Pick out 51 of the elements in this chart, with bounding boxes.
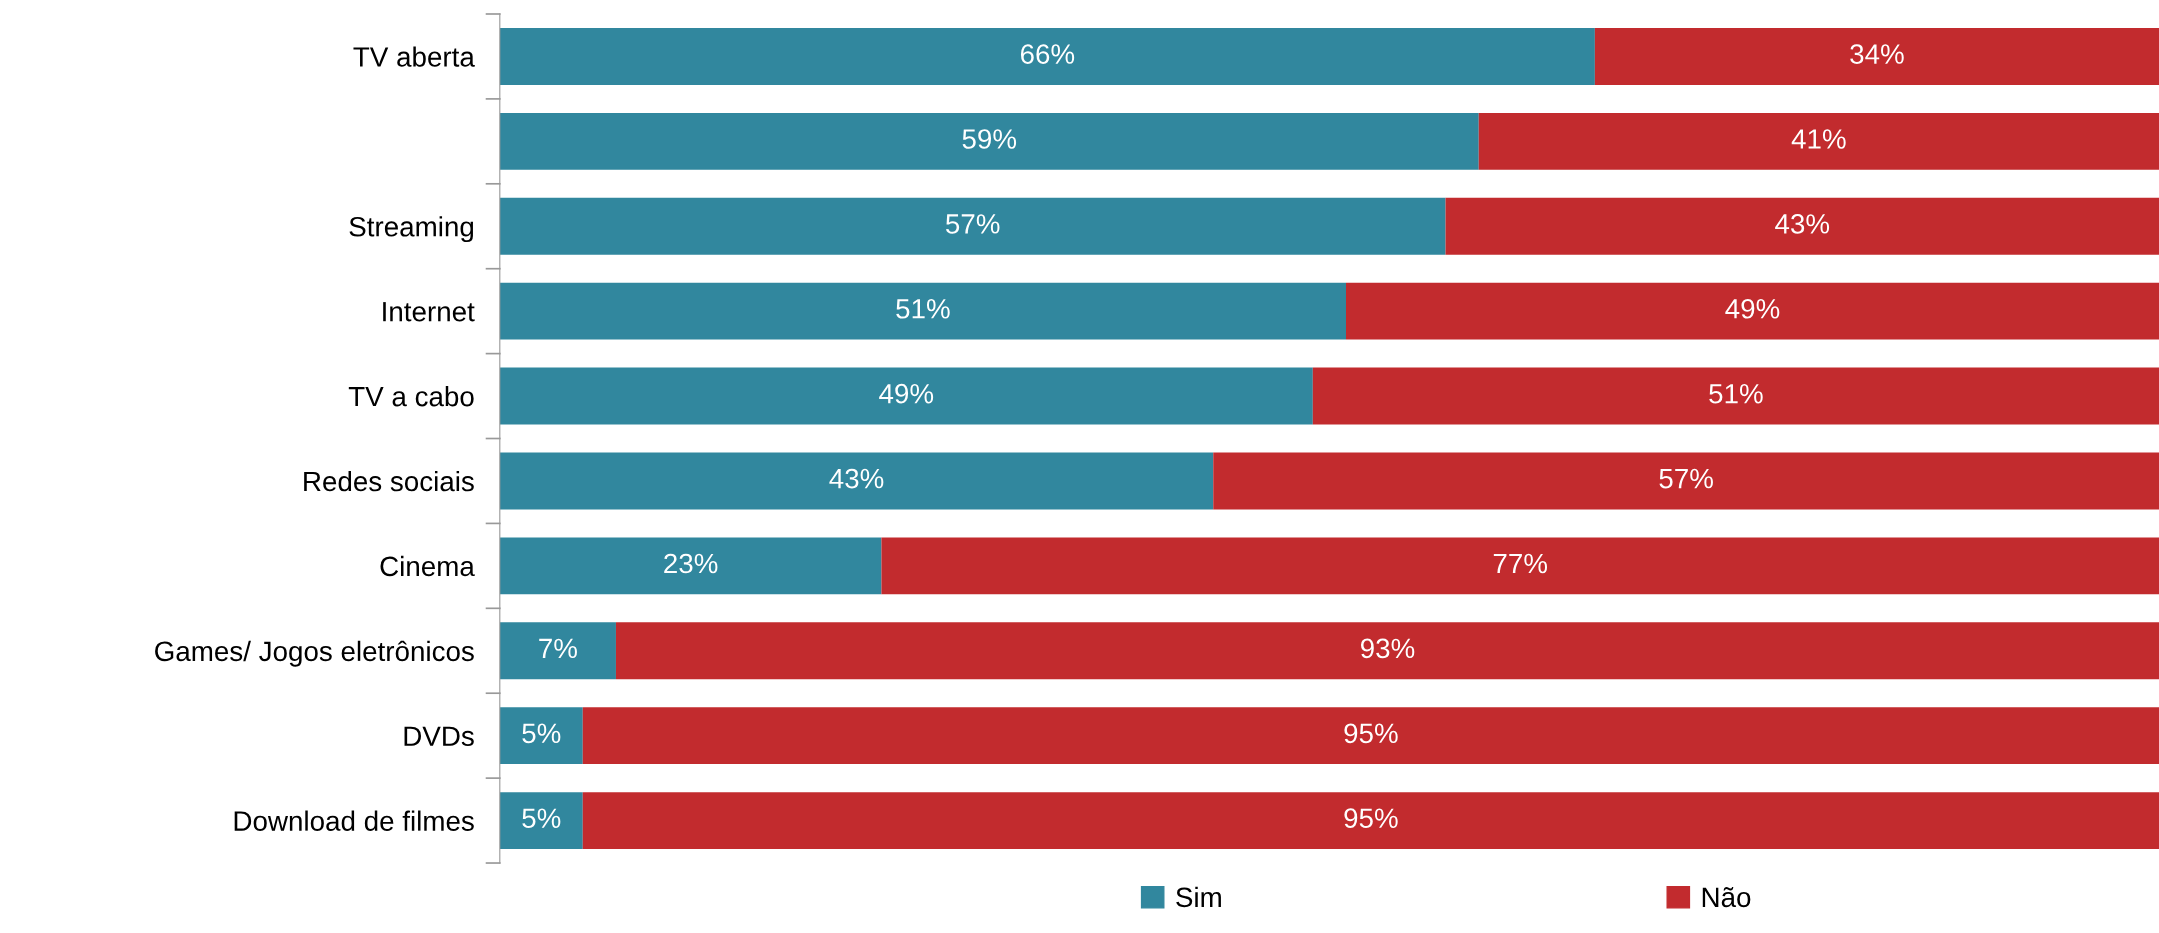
bar xyxy=(499,622,616,680)
data-label: 51% xyxy=(1709,383,1763,404)
data-label: 7% xyxy=(539,638,577,659)
y-tick-label: TV aberta xyxy=(353,46,475,67)
y-tick-label: Cinema xyxy=(380,555,475,577)
data-label: 43% xyxy=(829,468,884,489)
bar xyxy=(582,792,2159,850)
bar xyxy=(1594,28,2159,85)
data-label: 49% xyxy=(879,383,934,404)
bar xyxy=(1312,367,2159,425)
data-label: 66% xyxy=(1020,44,1075,64)
data-label: 93% xyxy=(1360,638,1415,659)
bar xyxy=(499,452,1214,510)
data-label: 23% xyxy=(664,553,718,574)
data-label: 57% xyxy=(1659,468,1713,489)
data-label: 95% xyxy=(1344,808,1398,829)
bar xyxy=(1478,112,2159,170)
y-tick-label: Redes sociais xyxy=(304,470,474,492)
bar xyxy=(499,282,1346,340)
data-label: 95% xyxy=(1344,723,1398,744)
bar xyxy=(1445,197,2159,255)
bar xyxy=(1213,452,2159,510)
y-tick-label: Streaming xyxy=(349,216,474,243)
data-label: 51% xyxy=(896,299,950,319)
data-label: 5% xyxy=(522,723,561,744)
y-tick-label: Games/ Jogos eletrônicos xyxy=(155,640,474,667)
bar xyxy=(615,622,2159,680)
data-label: 49% xyxy=(1725,298,1780,319)
bar xyxy=(499,112,1479,170)
bar xyxy=(582,707,2159,765)
legend-label: Não xyxy=(1702,886,1751,908)
data-label: 34% xyxy=(1850,44,1904,64)
legend-label: Sim xyxy=(1176,886,1221,908)
bar xyxy=(881,537,2159,595)
bar xyxy=(499,197,1446,255)
bar xyxy=(499,537,882,595)
data-label: 59% xyxy=(962,129,1017,149)
data-label: 5% xyxy=(522,808,561,829)
y-tick-label: TV a cabo xyxy=(348,385,474,407)
bar xyxy=(1346,282,2159,340)
y-tick-label: Internet xyxy=(383,302,475,322)
bar xyxy=(499,792,583,850)
data-label: 77% xyxy=(1493,553,1548,574)
data-label: 57% xyxy=(945,214,1000,234)
y-tick-label: Download de filmes xyxy=(234,810,474,831)
data-label: 43% xyxy=(1775,214,1830,234)
bar xyxy=(499,367,1313,425)
bar xyxy=(499,707,583,765)
data-label: 41% xyxy=(1791,129,1846,149)
y-tick-label: DVDs xyxy=(404,726,474,747)
bar xyxy=(499,28,1595,85)
